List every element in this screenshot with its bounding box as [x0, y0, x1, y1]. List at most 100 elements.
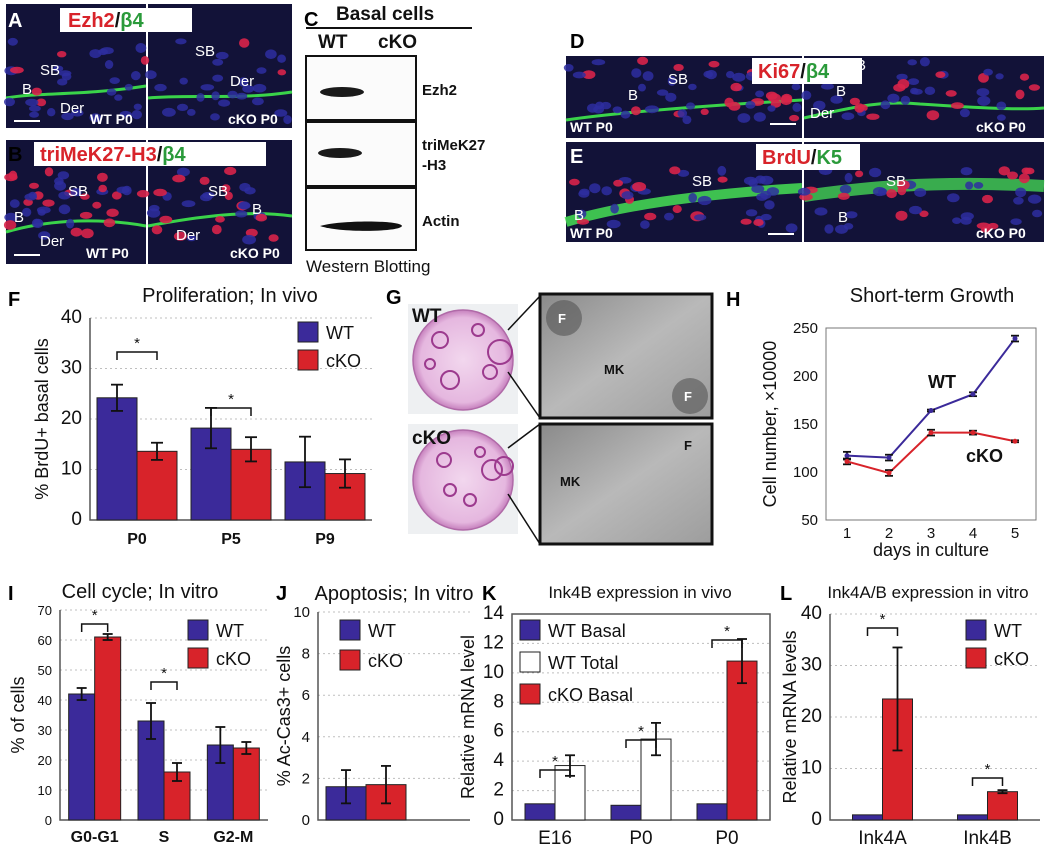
stained-nucleus: [1007, 171, 1018, 180]
nucleus: [89, 49, 102, 59]
nucleus: [697, 195, 712, 206]
nucleus: [688, 193, 697, 203]
nucleus: [737, 113, 751, 123]
y-tick-label: 100: [793, 464, 818, 481]
basement-membrane-line: [565, 98, 803, 122]
y-tick-label: 0: [45, 813, 52, 828]
panel-d: Ki67/β4 D SB B WT P0 SB B Der cKO P0: [563, 31, 1045, 138]
stained-nucleus: [1021, 167, 1031, 175]
nucleus: [591, 59, 606, 66]
stained-nucleus: [29, 182, 39, 189]
nucleus: [995, 73, 1004, 80]
y-axis-label: Relative mRNA level: [458, 635, 478, 799]
stained-nucleus: [255, 213, 267, 222]
genotype-label: cKO P0: [976, 225, 1026, 241]
stained-nucleus: [153, 188, 167, 197]
x-axis-label: days in culture: [873, 540, 989, 560]
nucleus: [36, 206, 51, 214]
stained-nucleus: [36, 98, 47, 107]
nucleus: [57, 171, 70, 180]
stained-nucleus: [926, 110, 940, 121]
series-label-wt: WT: [928, 372, 956, 392]
nucleus: [212, 58, 224, 66]
keratinocyte-label: MK: [604, 362, 625, 377]
legend-swatch: [297, 321, 319, 343]
stained-nucleus: [613, 179, 623, 187]
nucleus: [274, 109, 288, 117]
region-label: Der: [40, 233, 64, 250]
bar-wt-basal: [524, 803, 556, 821]
data-point: [928, 408, 934, 414]
data-point: [1012, 438, 1018, 444]
bar-cko: [987, 791, 1018, 821]
nucleus: [563, 64, 574, 72]
chart-title: Ink4A/B expression in vitro: [827, 583, 1028, 602]
region-label: SB: [208, 183, 228, 200]
nucleus: [176, 103, 189, 111]
nucleus: [71, 109, 84, 117]
nucleus: [694, 214, 707, 221]
nucleus: [667, 76, 677, 86]
nucleus: [146, 208, 161, 218]
nucleus: [187, 108, 196, 116]
y-tick-label: 10: [61, 459, 82, 480]
keratinocyte-label: MK: [560, 474, 581, 489]
stained-nucleus: [97, 172, 108, 182]
panel-letter: C: [304, 9, 318, 31]
nucleus: [58, 70, 72, 77]
chart-title: Short-term Growth: [850, 285, 1014, 307]
stain-label: triMeK27-H3/β4: [40, 144, 186, 166]
feeder-label: F: [684, 438, 692, 453]
nucleus: [620, 110, 631, 119]
genotype-label: WT P0: [570, 225, 613, 241]
nucleus: [764, 200, 775, 210]
genotype-label: cKO P0: [228, 111, 278, 127]
x-tick-label: 1: [843, 525, 851, 542]
stained-nucleus: [767, 93, 781, 103]
panel-letter: G: [386, 287, 402, 309]
nucleus: [642, 71, 654, 81]
panel-e: BrdU/K5 E SB B WT P0 SB B cKO P0: [564, 142, 1045, 242]
nucleus: [631, 68, 642, 78]
stained-nucleus: [849, 97, 861, 106]
stained-nucleus: [897, 186, 907, 196]
stained-nucleus: [215, 216, 225, 223]
nucleus: [726, 71, 735, 79]
significance-bracket: [625, 739, 657, 748]
nucleus: [200, 84, 215, 91]
significance-bracket: [711, 639, 743, 648]
nucleus: [9, 199, 20, 208]
nucleus: [759, 175, 774, 185]
nucleus: [791, 83, 801, 91]
stained-nucleus: [111, 191, 122, 200]
stained-nucleus: [886, 189, 897, 199]
nucleus: [638, 83, 646, 92]
y-tick-label: 0: [71, 509, 82, 530]
nucleus: [252, 97, 264, 106]
nucleus: [200, 193, 213, 202]
nucleus: [814, 207, 828, 216]
significance-star: *: [92, 607, 98, 624]
colony-spots: [424, 323, 514, 507]
stained-nucleus: [897, 79, 910, 89]
nucleus: [116, 186, 130, 194]
nucleus: [785, 223, 798, 233]
nucleus: [996, 101, 1007, 111]
panel-c: C Basal cells WT cKO Ezh2 triMeK27 -H3 A…: [304, 4, 485, 276]
bar-wt: [852, 814, 883, 821]
zoom-line: [507, 295, 541, 331]
stained-nucleus: [976, 222, 991, 230]
nucleus: [907, 59, 917, 66]
nucleus: [665, 92, 677, 102]
nuclei-cluster: [4, 37, 292, 125]
nucleus: [181, 200, 196, 208]
stained-nucleus: [245, 228, 258, 237]
nucleus: [977, 95, 991, 106]
stained-nucleus: [173, 231, 187, 241]
y-tick-label: 20: [801, 706, 822, 727]
nucleus: [952, 217, 962, 224]
region-label: B: [574, 207, 584, 224]
stained-nucleus: [935, 71, 946, 78]
significance-star: *: [880, 611, 886, 628]
y-tick-label: 250: [793, 320, 818, 337]
